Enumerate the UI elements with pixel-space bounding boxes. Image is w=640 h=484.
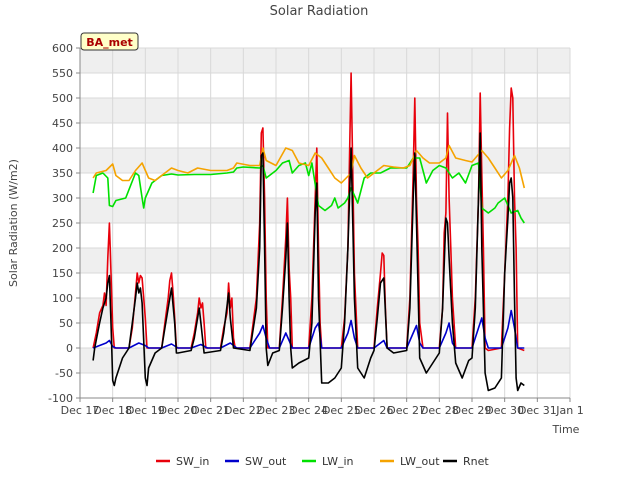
y-tick-label: 500 <box>52 92 73 105</box>
y-tick-label: 0 <box>66 342 73 355</box>
x-tick-label: Jan 1 <box>555 404 583 417</box>
x-tick-label: Dec 27 <box>387 404 426 417</box>
y-tick-label: 400 <box>52 142 73 155</box>
plot-band <box>80 298 570 323</box>
y-tick-label: 300 <box>52 192 73 205</box>
x-tick-label: Dec 18 <box>93 404 132 417</box>
plot-band <box>80 98 570 123</box>
legend-rnet-label: Rnet <box>463 455 489 468</box>
y-tick-label: -50 <box>55 367 73 380</box>
legend: SW_in SW_out LW_in LW_out Rnet <box>156 455 489 468</box>
y-tick-labels: -100 -50 0 50 100 150 200 250 300 350 400 450 500 550… <box>48 42 80 405</box>
y-tick-label: 50 <box>59 317 73 330</box>
plot-band <box>80 148 570 173</box>
series-line-lw-out <box>92 144 526 189</box>
y-tick-label: 200 <box>52 242 73 255</box>
x-tick-label: Dec 25 <box>322 404 361 417</box>
y-tick-label: -100 <box>48 392 73 405</box>
x-tick-label: Dec 23 <box>257 404 296 417</box>
series-lines <box>92 72 526 392</box>
x-tick-label: Dec 19 <box>126 404 165 417</box>
plot-band <box>80 248 570 273</box>
y-tick-label: 550 <box>52 67 73 80</box>
x-tick-label: Dec 28 <box>420 404 459 417</box>
x-tick-label: Dec 26 <box>355 404 394 417</box>
legend-sw-out-label: SW_out <box>245 455 287 468</box>
y-axis-label: Solar Radiation (W/m2) <box>7 159 20 287</box>
x-tick-label: Dec 20 <box>159 404 198 417</box>
x-tick-label: Dec 22 <box>224 404 263 417</box>
y-tick-label: 150 <box>52 267 73 280</box>
legend-sw-in-label: SW_in <box>176 455 209 468</box>
y-tick-label: 100 <box>52 292 73 305</box>
x-axis-label: Time <box>552 423 580 436</box>
series-line-rnet <box>92 132 525 392</box>
chart-title: Solar Radiation <box>270 4 369 19</box>
x-tick-label: Dec 24 <box>289 404 328 417</box>
station-badge-box <box>80 32 139 51</box>
plot-band <box>80 348 570 373</box>
y-tick-label: 600 <box>52 42 73 55</box>
station-badge: BA_met <box>80 32 139 51</box>
series-line-lw-in <box>92 157 525 224</box>
legend-lw-in-label: LW_in <box>322 455 354 468</box>
x-tick-label: Dec 21 <box>191 404 230 417</box>
y-tick-label: 450 <box>52 117 73 130</box>
series-line-sw-in <box>92 72 525 352</box>
plot-band <box>80 48 570 73</box>
y-tick-label: 250 <box>52 217 73 230</box>
x-tick-label: Dec 31 <box>518 404 557 417</box>
y-tick-label: 350 <box>52 167 73 180</box>
legend-lw-out-label: LW_out <box>400 455 440 468</box>
x-tick-label: Dec 29 <box>453 404 492 417</box>
station-badge-label: BA_met <box>86 36 133 49</box>
x-tick-label: Dec 17 <box>61 404 100 417</box>
x-tick-label: Dec 30 <box>485 404 524 417</box>
